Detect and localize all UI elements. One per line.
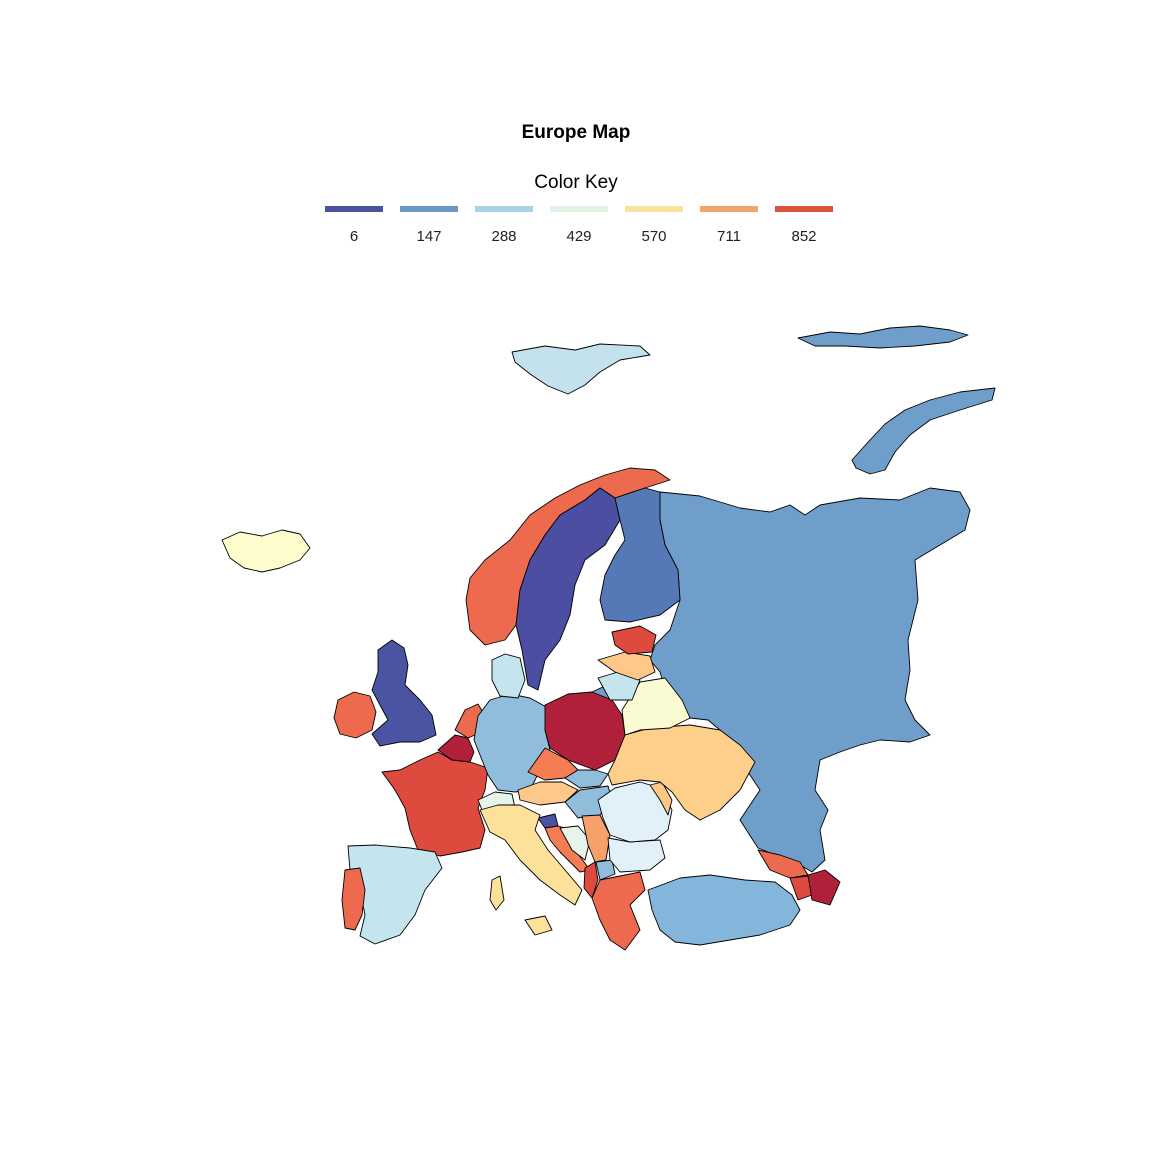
color-key-swatch [400, 206, 458, 212]
region-ireland[interactable] [333, 691, 377, 739]
color-key-label: 147 [416, 228, 442, 245]
region-sardinia[interactable] [489, 875, 505, 911]
color-key-swatch [550, 206, 608, 212]
region-estonia[interactable] [611, 625, 657, 655]
region-novaya-zemlya[interactable] [851, 387, 996, 475]
region-ukraine[interactable] [607, 724, 756, 821]
map-title: Europe Map [521, 122, 631, 143]
color-key-swatch [775, 206, 833, 212]
region-denmark[interactable] [491, 653, 526, 699]
region-bosnia[interactable] [559, 825, 591, 861]
color-key-swatch [475, 206, 533, 212]
region-belgium[interactable] [437, 734, 475, 763]
region-belarus[interactable] [621, 677, 691, 736]
region-slovenia[interactable] [537, 813, 559, 829]
region-italy[interactable] [479, 804, 583, 906]
color-key-swatch [700, 206, 758, 212]
region-svalbard[interactable] [511, 343, 651, 395]
region-romania[interactable] [597, 781, 673, 843]
region-serbia[interactable] [581, 814, 611, 863]
region-portugal[interactable] [341, 867, 366, 931]
region-finland[interactable] [599, 487, 681, 623]
color-key-label: 852 [791, 228, 817, 245]
region-albania[interactable] [583, 861, 599, 899]
region-turkey[interactable] [647, 874, 801, 946]
region-greece[interactable] [591, 871, 646, 951]
region-sweden[interactable] [515, 487, 621, 691]
color-key-swatch [325, 206, 383, 212]
region-sicily[interactable] [524, 915, 553, 936]
region-franz-josef-land[interactable] [797, 325, 969, 349]
color-key-label: 6 [349, 228, 359, 245]
color-key: 6 147 288 429 570 711 852 [325, 206, 845, 246]
region-lithuania[interactable] [597, 671, 641, 701]
color-key-label: 570 [641, 228, 667, 245]
color-key-label: 429 [566, 228, 592, 245]
color-key-title: Color Key [534, 172, 618, 193]
region-bulgaria[interactable] [607, 837, 666, 873]
region-north-macedonia[interactable] [595, 859, 616, 881]
color-key-swatch [625, 206, 683, 212]
color-key-label: 711 [717, 228, 741, 245]
color-key-label: 288 [491, 228, 517, 245]
region-azerbaijan[interactable] [807, 869, 841, 906]
region-iceland[interactable] [221, 529, 311, 573]
region-france[interactable] [381, 751, 489, 857]
region-united-kingdom[interactable] [371, 639, 437, 747]
region-austria[interactable] [517, 781, 579, 806]
